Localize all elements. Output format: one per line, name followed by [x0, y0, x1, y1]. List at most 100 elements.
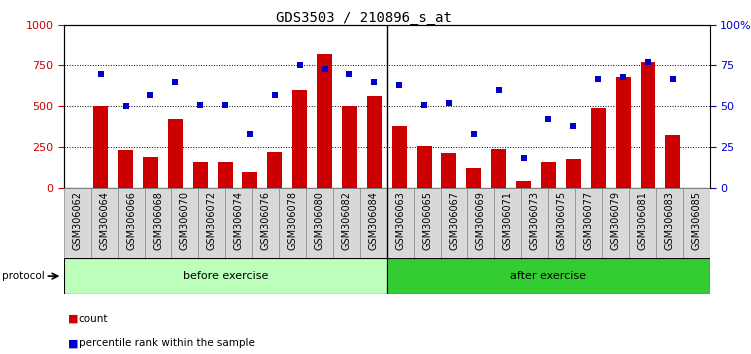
Text: GSM306077: GSM306077	[584, 191, 593, 250]
Bar	[306, 188, 333, 258]
Point	[593, 76, 605, 81]
Text: GSM306083: GSM306083	[665, 191, 674, 250]
Bar	[279, 188, 306, 258]
Bar	[602, 188, 629, 258]
Bar	[392, 126, 407, 188]
Bar	[387, 258, 710, 294]
Point	[318, 66, 330, 72]
Bar	[252, 188, 279, 258]
Bar	[218, 162, 233, 188]
Bar	[342, 106, 357, 188]
Bar	[467, 188, 494, 258]
Text: GSM306085: GSM306085	[691, 191, 701, 250]
Bar	[366, 96, 382, 188]
Bar	[333, 188, 360, 258]
Text: ■: ■	[68, 314, 78, 324]
Text: ■: ■	[68, 338, 78, 348]
Bar	[387, 188, 414, 258]
Point	[144, 92, 156, 98]
Bar	[118, 150, 133, 188]
Point	[244, 131, 256, 137]
Bar	[521, 188, 548, 258]
Text: protocol: protocol	[2, 271, 44, 281]
Point	[642, 59, 654, 65]
Bar	[548, 188, 575, 258]
Point	[343, 71, 355, 76]
Point	[394, 82, 406, 88]
Text: GSM306082: GSM306082	[342, 191, 351, 250]
Text: GSM306071: GSM306071	[503, 191, 513, 250]
Point	[219, 102, 231, 107]
Text: GSM306062: GSM306062	[72, 191, 83, 250]
Text: GSM306081: GSM306081	[638, 191, 647, 250]
Bar	[575, 188, 602, 258]
Bar	[64, 188, 91, 258]
Bar	[656, 188, 683, 258]
Text: GSM306063: GSM306063	[395, 191, 406, 250]
Bar	[193, 161, 207, 188]
Text: GSM306070: GSM306070	[180, 191, 190, 250]
Bar	[516, 181, 531, 188]
Bar	[616, 77, 631, 188]
Bar	[93, 106, 108, 188]
Text: GSM306080: GSM306080	[315, 191, 324, 250]
Text: GSM306075: GSM306075	[556, 191, 567, 250]
Text: GSM306078: GSM306078	[288, 191, 297, 250]
Text: GSM306067: GSM306067	[449, 191, 459, 250]
Point	[493, 87, 505, 93]
Text: GSM306064: GSM306064	[99, 191, 109, 250]
Bar	[591, 108, 606, 188]
Point	[567, 123, 579, 129]
Text: GSM306068: GSM306068	[153, 191, 163, 250]
Bar	[118, 188, 144, 258]
Bar	[144, 188, 171, 258]
Bar	[683, 188, 710, 258]
Point	[617, 74, 629, 80]
Bar	[665, 135, 680, 188]
Bar	[167, 119, 182, 188]
Bar	[491, 149, 506, 188]
Point	[195, 102, 207, 107]
Point	[294, 63, 306, 68]
Bar	[466, 168, 481, 188]
Bar	[417, 146, 432, 188]
Bar	[143, 158, 158, 188]
Point	[169, 79, 181, 85]
Bar	[64, 258, 387, 294]
Text: GSM306073: GSM306073	[529, 191, 540, 250]
Bar	[243, 172, 258, 188]
Text: GSM306065: GSM306065	[422, 191, 432, 250]
Bar	[91, 188, 118, 258]
Point	[119, 103, 131, 109]
Bar	[541, 162, 556, 188]
Bar	[198, 188, 225, 258]
Bar	[360, 188, 387, 258]
Bar	[267, 152, 282, 188]
Text: before exercise: before exercise	[182, 271, 268, 281]
Bar	[225, 188, 252, 258]
Bar	[441, 188, 467, 258]
Point	[542, 116, 554, 122]
Point	[443, 100, 455, 106]
Text: GSM306069: GSM306069	[476, 191, 486, 250]
Text: GSM306072: GSM306072	[207, 191, 217, 250]
Point	[468, 131, 480, 137]
Text: GSM306066: GSM306066	[126, 191, 136, 250]
Bar	[494, 188, 521, 258]
Bar	[566, 159, 581, 188]
Bar	[641, 62, 656, 188]
Bar	[292, 90, 307, 188]
Point	[667, 76, 679, 81]
Text: GSM306074: GSM306074	[234, 191, 244, 250]
Text: GDS3503 / 210896_s_at: GDS3503 / 210896_s_at	[276, 11, 452, 25]
Text: after exercise: after exercise	[510, 271, 587, 281]
Point	[418, 102, 430, 107]
Point	[368, 79, 380, 85]
Bar	[442, 153, 457, 188]
Text: percentile rank within the sample: percentile rank within the sample	[79, 338, 255, 348]
Bar	[317, 54, 332, 188]
Bar	[414, 188, 441, 258]
Bar	[629, 188, 656, 258]
Point	[95, 71, 107, 76]
Text: GSM306079: GSM306079	[611, 191, 620, 250]
